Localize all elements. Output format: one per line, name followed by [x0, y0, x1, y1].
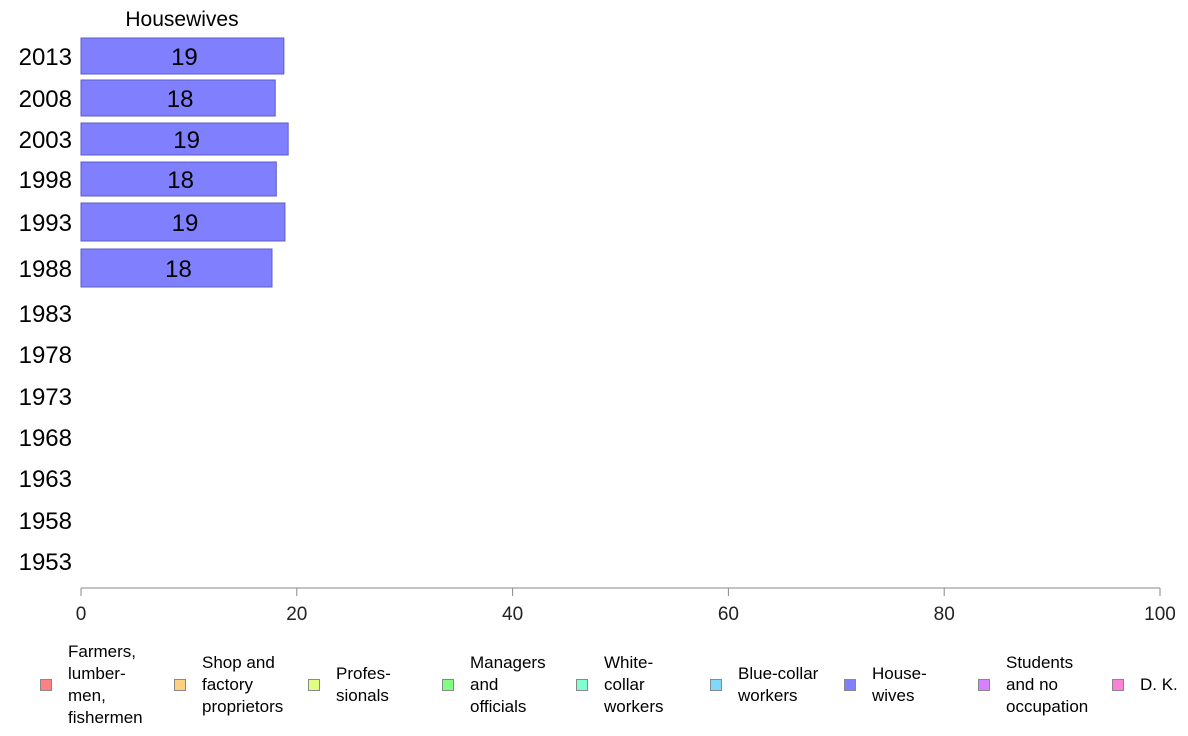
- legend-item: Profes- sionals: [308, 640, 391, 730]
- legend-label: Blue-collar workers: [738, 664, 819, 705]
- bar: [80, 122, 289, 156]
- chart: Housewives 2013 2008 2003 1998 1993 1988 1983 19…: [19, 8, 1176, 625]
- y-tick-label: 2013: [19, 44, 72, 71]
- bar: [80, 37, 285, 75]
- legend-item: House- wives: [844, 640, 927, 730]
- bar: [80, 202, 286, 242]
- legend-item: White- collar workers: [576, 640, 664, 730]
- bar-value-label: 19: [172, 210, 199, 237]
- bar: [80, 248, 273, 288]
- chart-title: Housewives: [125, 8, 238, 31]
- x-tick-label: 20: [286, 604, 307, 620]
- legend: Farmers, lumber- men, fishermen Shop and …: [0, 640, 1188, 730]
- legend-swatch: [442, 679, 454, 691]
- legend-swatch: [844, 679, 856, 691]
- legend-item: Managers and officials: [442, 640, 546, 730]
- legend-swatch: [576, 679, 588, 691]
- y-tick-label: 1953: [19, 549, 72, 576]
- y-tick-label: 1958: [19, 508, 72, 535]
- legend-swatch: [978, 679, 990, 691]
- legend-item: Farmers, lumber- men, fishermen: [40, 640, 143, 730]
- legend-label: White- collar workers: [604, 653, 664, 716]
- bar-value-label: 18: [167, 167, 194, 194]
- x-tick-label: 60: [718, 604, 739, 620]
- legend-label: Profes- sionals: [336, 664, 391, 705]
- legend-item: Students and no occupation: [978, 640, 1088, 730]
- y-tick-label: 2003: [19, 127, 72, 154]
- y-tick-label: 1978: [19, 342, 72, 369]
- bar-value-label: 18: [165, 256, 192, 283]
- y-tick-label: 2008: [19, 86, 72, 113]
- legend-swatch: [1112, 679, 1124, 691]
- legend-swatch: [40, 679, 52, 691]
- y-tick-label: 1998: [19, 167, 72, 194]
- legend-label: Managers and officials: [470, 653, 546, 716]
- legend-label: Shop and factory proprietors: [202, 653, 284, 716]
- x-tick-label: 40: [502, 604, 523, 620]
- y-tick-label: 1973: [19, 384, 72, 411]
- bar-value-label: 19: [171, 44, 198, 71]
- y-tick-label: 1968: [19, 425, 72, 452]
- legend-item: Blue-collar workers: [710, 640, 818, 730]
- bar: [80, 79, 276, 117]
- legend-swatch: [308, 679, 320, 691]
- y-tick-label: 1988: [19, 256, 72, 283]
- legend-item: D. K.: [1112, 640, 1178, 730]
- x-tick-label: 100: [1144, 604, 1176, 620]
- chart-plot: Housewives 2013 2008 2003 1998 1993 1988 1983 19…: [19, 8, 1176, 625]
- y-tick-label: 1993: [19, 210, 72, 237]
- x-tick-label: 0: [76, 604, 87, 620]
- bar: [80, 161, 277, 197]
- legend-swatch: [174, 679, 186, 691]
- bar-value-label: 19: [173, 127, 200, 154]
- x-tick-label: 80: [934, 604, 955, 620]
- legend-item: Shop and factory proprietors: [174, 640, 283, 730]
- legend-label: Students and no occupation: [1006, 653, 1089, 716]
- y-tick-label: 1963: [19, 466, 72, 493]
- y-tick-label: 1983: [19, 301, 72, 328]
- bar-value-label: 18: [167, 86, 194, 113]
- legend-label: D. K.: [1140, 675, 1178, 694]
- legend-swatch: [710, 679, 722, 691]
- legend-label: House- wives: [872, 664, 927, 705]
- legend-label: Farmers, lumber- men, fishermen: [68, 642, 143, 727]
